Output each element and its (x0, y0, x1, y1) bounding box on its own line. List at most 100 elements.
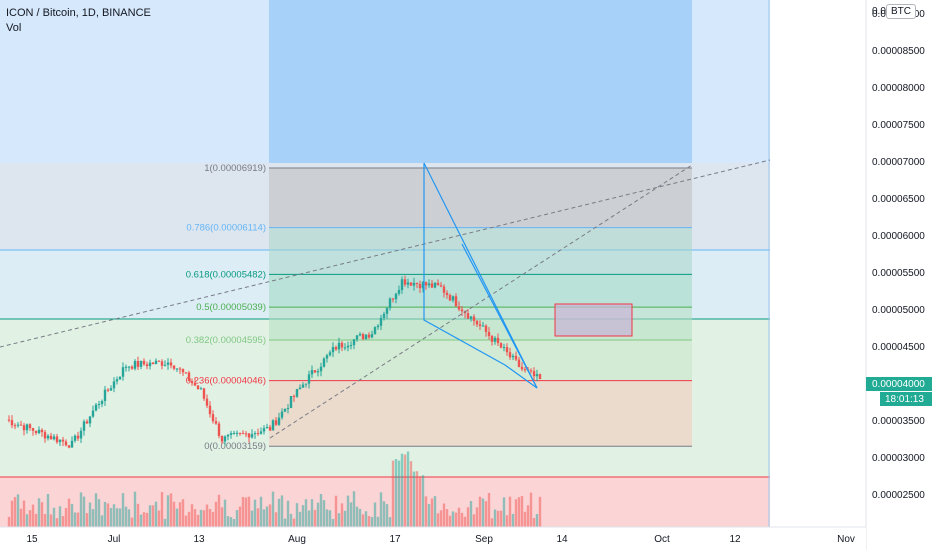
volume-bar (262, 509, 266, 527)
candle-body (73, 435, 77, 441)
volume-bar (364, 511, 368, 527)
volume-bar (421, 475, 425, 527)
fib-level-label: 0.618(0.00005482) (186, 269, 266, 280)
candle-body (409, 282, 413, 286)
volume-bar (343, 510, 347, 527)
candle-body (124, 366, 128, 368)
candle-body (49, 435, 53, 440)
volume-bar (382, 501, 386, 527)
volume-bar (511, 513, 515, 527)
currency-badge[interactable]: BTC (886, 4, 916, 19)
candle-body (61, 439, 65, 442)
fib-band (269, 227, 692, 275)
candle-body (229, 433, 233, 435)
candle-body (391, 298, 395, 300)
volume-bar (280, 495, 284, 527)
candle-body (79, 430, 83, 439)
volume-bar (91, 509, 95, 527)
price-tick-label: 0.00005500 (872, 268, 925, 279)
volume-bar (478, 496, 482, 527)
candle-body (226, 434, 230, 437)
volume-bar (22, 500, 26, 527)
volume-bar (418, 476, 422, 527)
price-axis-bg (866, 0, 932, 550)
candle-body (469, 316, 473, 319)
volume-bar (166, 495, 170, 527)
candle-body (256, 433, 260, 435)
candle-body (304, 383, 308, 385)
volume-bar (139, 514, 143, 527)
candle-body (352, 339, 356, 346)
volume-bar (361, 514, 365, 527)
volume-bar (298, 511, 302, 527)
candle-body (289, 395, 293, 408)
candle-body (136, 360, 140, 367)
volume-bar (322, 500, 326, 527)
candle-body (454, 296, 458, 307)
candle-body (25, 424, 29, 431)
price-tick-label: 0.00002500 (872, 490, 925, 501)
candle-body (46, 435, 50, 439)
candle-body (22, 425, 26, 431)
volume-bar (235, 510, 239, 527)
volume-bar (529, 492, 533, 527)
candle-body (319, 366, 323, 372)
countdown-tag (880, 392, 932, 406)
volume-bar (532, 518, 536, 527)
volume-bar (70, 503, 74, 527)
volume-bar (61, 516, 65, 527)
fibonacci-retracement[interactable]: 1(0.00006919) 0.786(0.00006114) 0.618(0.00… (186, 163, 692, 452)
trend-drawings[interactable] (0, 159, 771, 439)
candle-body (376, 325, 380, 328)
volume-bar (100, 515, 104, 527)
candle-body (97, 404, 101, 406)
candle-body (325, 355, 329, 359)
volume-bar (493, 509, 497, 527)
candle-body (121, 367, 125, 377)
candle-body (259, 431, 263, 434)
volume-bar (175, 508, 179, 527)
volume-bar (112, 504, 116, 527)
volume-bar (67, 498, 71, 527)
volume-bar (499, 510, 503, 527)
volume-label[interactable]: Vol (6, 22, 22, 34)
volume-bar (130, 517, 134, 527)
candle-body (457, 306, 461, 310)
volume-bar (520, 495, 524, 527)
volume-bar (295, 503, 299, 527)
volume-bar (163, 518, 167, 527)
volume-bar (64, 508, 68, 527)
candle-body (190, 381, 194, 384)
candle-body (19, 424, 23, 426)
volume-bar (451, 511, 455, 527)
symbol-title[interactable]: ICON / Bitcoin, 1D, BINANCE (6, 7, 151, 19)
current-price-label: 0.00004000 (872, 379, 925, 390)
volume-bar (259, 496, 263, 527)
candle-body (388, 298, 392, 309)
candle-body (466, 313, 470, 319)
candle-body (532, 371, 536, 377)
candle-body (40, 429, 44, 433)
candle-body (445, 292, 449, 295)
volume-bar (226, 516, 230, 527)
volume-bar (178, 502, 182, 527)
volume-bar (13, 497, 17, 527)
candle-body (298, 387, 302, 390)
volume-bar (118, 508, 122, 527)
volume-bar (424, 496, 428, 527)
fib-level-label: 0.786(0.00006114) (186, 223, 266, 234)
candle-body (415, 282, 419, 285)
volume-bar (220, 507, 224, 527)
candle-body (274, 420, 278, 425)
volume-bar (403, 454, 407, 527)
volume-bar (502, 497, 506, 527)
candle-body (154, 360, 158, 365)
volume-bar (190, 504, 194, 527)
volume-bar (427, 504, 431, 527)
volume-bar (154, 501, 158, 527)
volume-bar (151, 505, 155, 527)
candle-body (235, 432, 239, 434)
volume-bar (52, 507, 56, 527)
volume-bar (244, 497, 248, 527)
